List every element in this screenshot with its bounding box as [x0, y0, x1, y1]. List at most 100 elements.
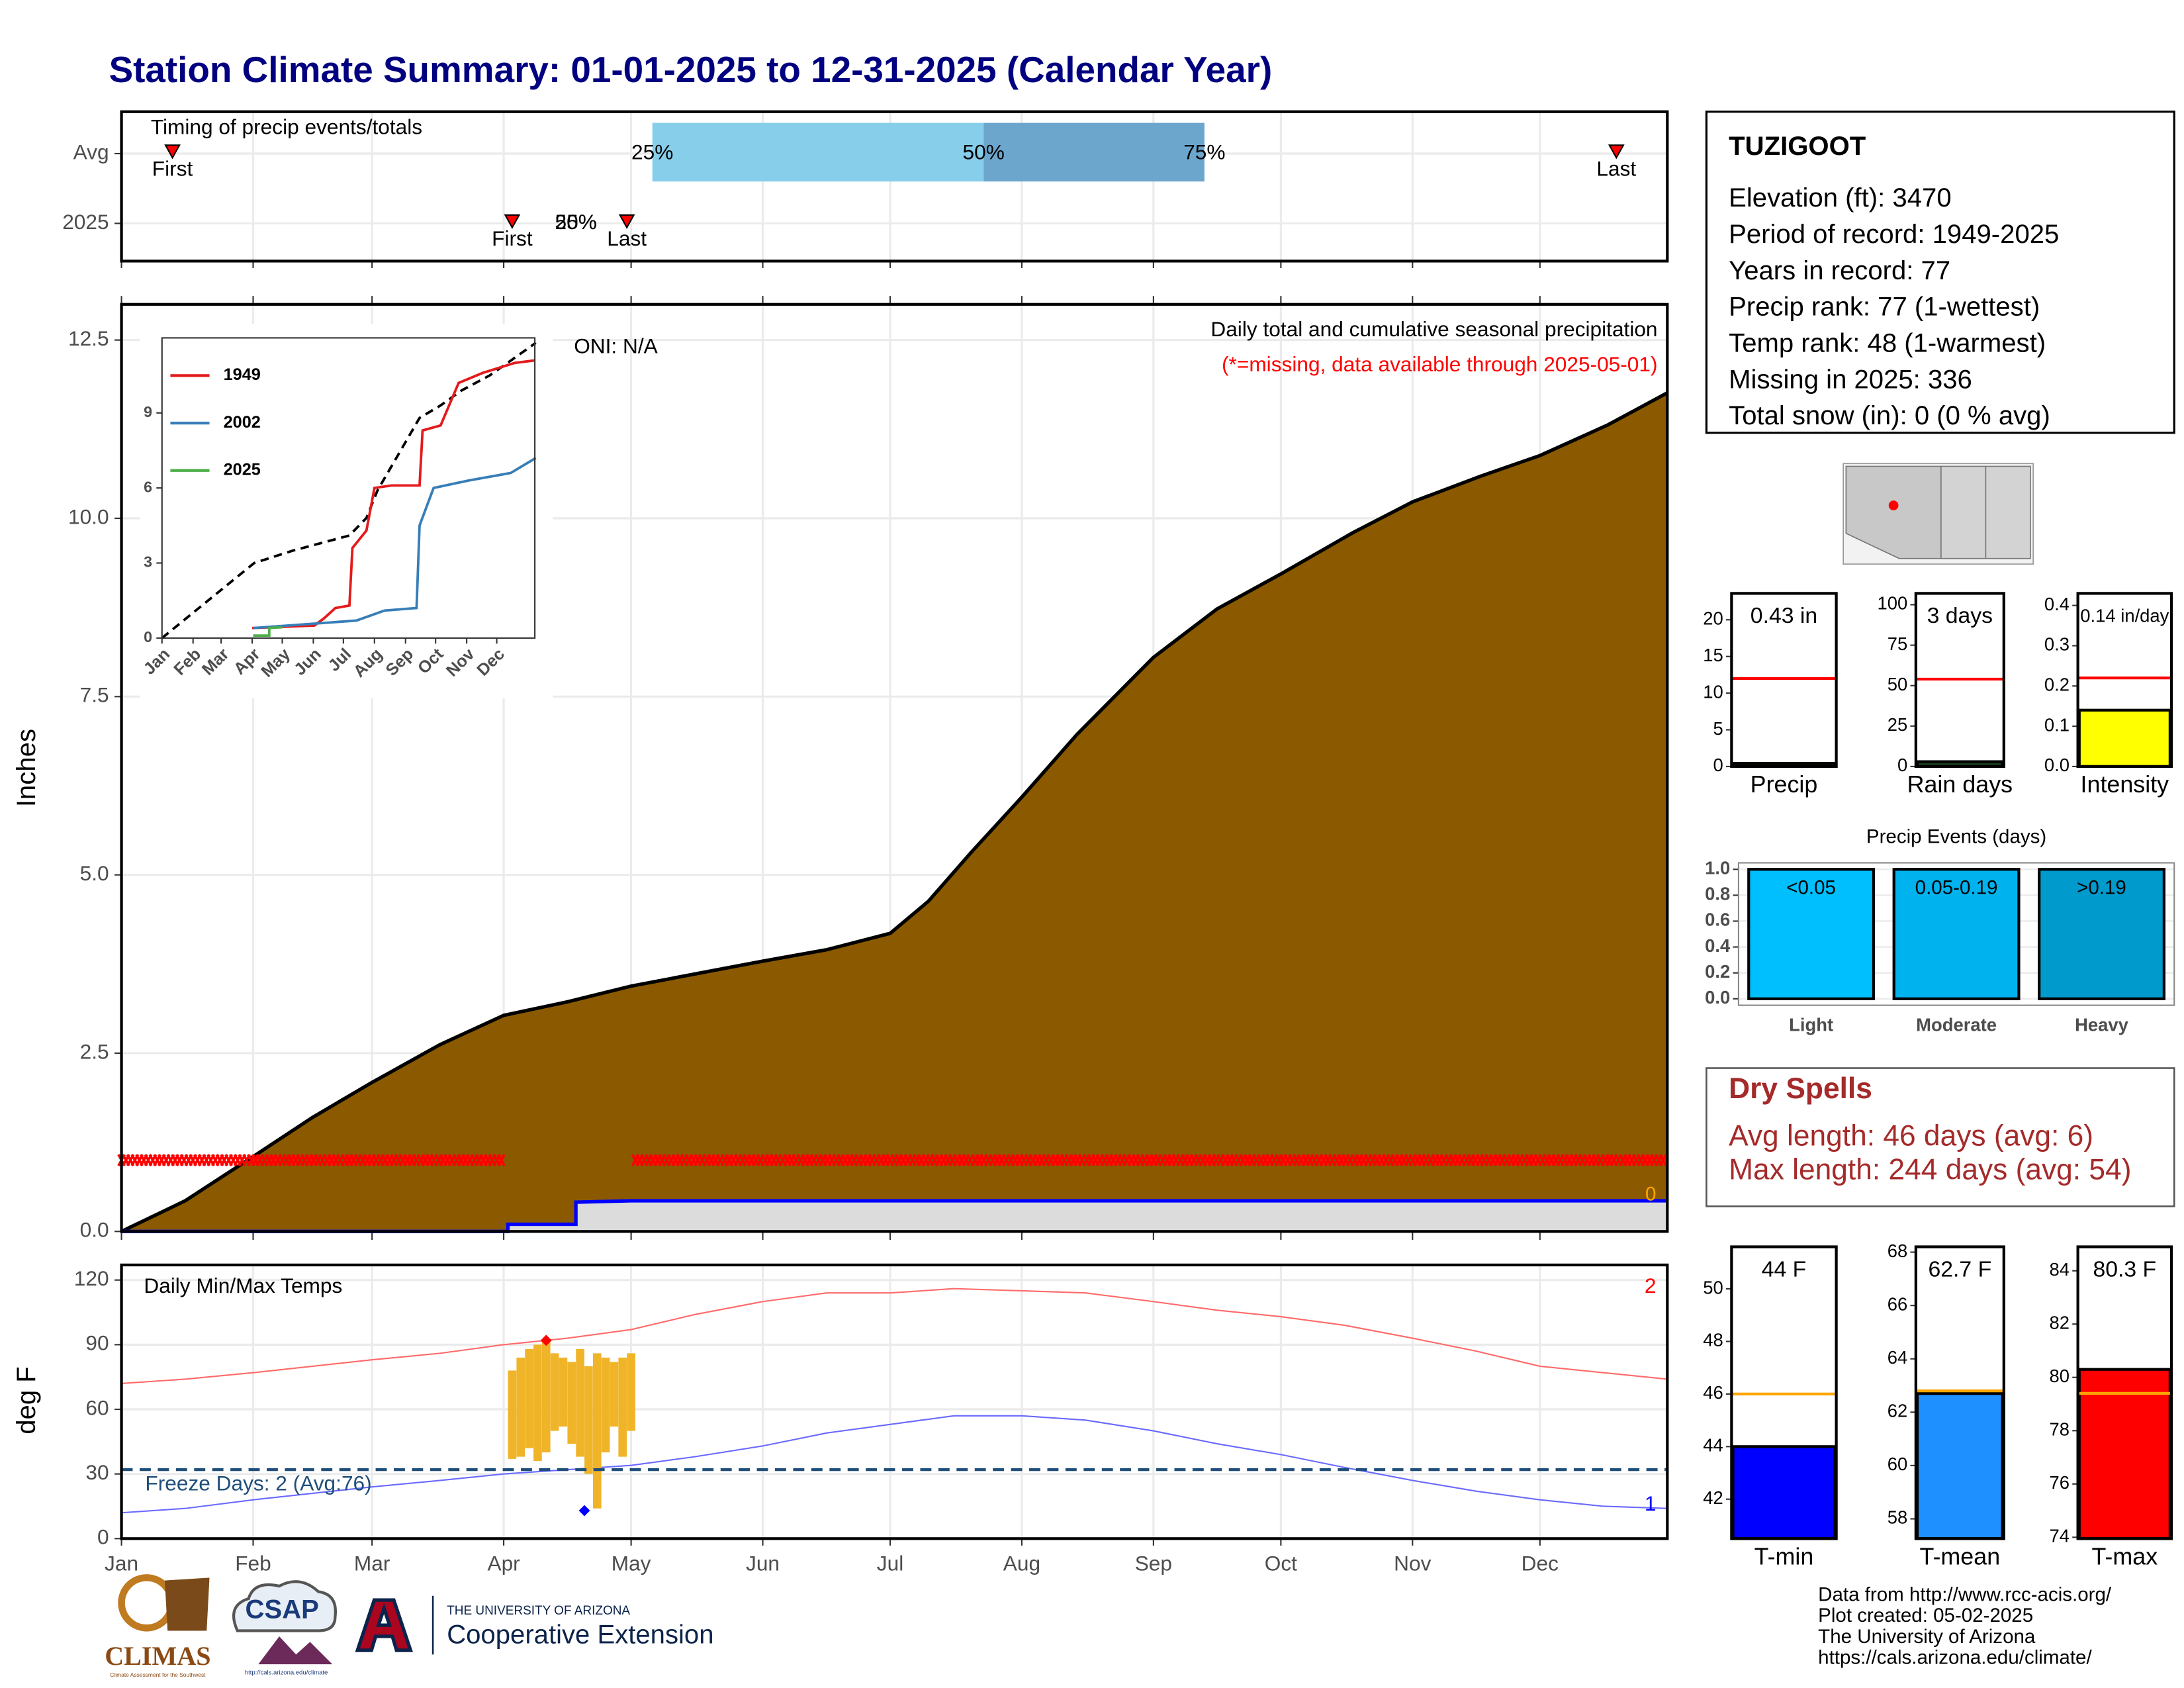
- logos: CLIMAS Climate Assessment for the Southw…: [105, 1574, 714, 1678]
- y-tick-label: 0: [1713, 755, 1723, 775]
- value-label: 3 days: [1927, 603, 1993, 628]
- value-label: 62.7 F: [1928, 1256, 1991, 1282]
- footer-line: The University of Arizona: [1818, 1626, 2036, 1648]
- footer-line: Plot created: 05-02-2025: [1818, 1605, 2033, 1626]
- value-label: 0.14 in/day: [2080, 606, 2169, 626]
- map-state: [1845, 465, 1942, 559]
- observed-bar: [559, 1357, 568, 1427]
- y-tick-label: 0.1: [2044, 714, 2070, 735]
- y-tick-label: 2.5: [80, 1039, 109, 1063]
- panel-title: Precip Events (days): [1866, 825, 2046, 847]
- y-axis-label: deg F: [12, 1366, 41, 1434]
- x-tick-label: Apr: [487, 1552, 520, 1575]
- y-tick-label: 84: [2049, 1259, 2069, 1280]
- bar: [2038, 868, 2165, 1000]
- legend-label: 1949: [224, 365, 261, 384]
- station-line: Precip rank: 77 (1-wettest): [1729, 293, 2040, 322]
- panel-title: Timing of precip events/totals: [151, 115, 422, 138]
- y-tick-label: 44: [1703, 1435, 1723, 1456]
- y-tick-label: 46: [1703, 1382, 1723, 1403]
- series-line: [121, 1288, 1668, 1384]
- y-tick-label: 0.8: [1705, 884, 1730, 904]
- record-marker: [540, 1335, 552, 1346]
- dry-spells-line: Avg length: 46 days (avg: 6): [1729, 1120, 2093, 1152]
- observed-bar: [567, 1362, 576, 1444]
- observed-bar: [601, 1357, 610, 1453]
- y-tick-label: 0.0: [1705, 987, 1730, 1008]
- y-tick-label: 62: [1888, 1401, 1907, 1421]
- observed-bar: [533, 1344, 542, 1462]
- category-label: T-mean: [1920, 1543, 2001, 1570]
- y-tick-label: 10: [1703, 681, 1723, 702]
- bar-label: <0.05: [1786, 877, 1836, 899]
- category-label: Intensity: [2081, 771, 2169, 798]
- series-end-label: 0: [1645, 1183, 1656, 1205]
- event-marker: [504, 214, 521, 229]
- category-label: Rain days: [1907, 771, 2013, 798]
- station-line: Years in record: 77: [1729, 256, 1950, 285]
- series-area: [121, 393, 1668, 1232]
- x-tick-label: Nov: [1394, 1552, 1431, 1575]
- observed-bar: [592, 1353, 602, 1509]
- observed-bar: [618, 1357, 627, 1457]
- y-axis-label: Inches: [12, 729, 41, 807]
- y-tick-label: 64: [1888, 1347, 1907, 1368]
- y-tick-label: 100: [1877, 593, 1907, 614]
- y-tick-label: 0.4: [2044, 594, 2070, 614]
- station-line: Missing in 2025: 336: [1729, 365, 1972, 394]
- y-tick-label: 80: [2049, 1366, 2069, 1386]
- climas-tagline: Climate Assessment for the Southwest: [110, 1671, 206, 1678]
- category-label: Light: [1789, 1015, 1833, 1035]
- x-tick-label: Jul: [877, 1552, 903, 1575]
- x-tick-label: Sep: [1135, 1552, 1172, 1575]
- observed-bar: [508, 1370, 517, 1459]
- bar-label: 0.05-0.19: [1915, 877, 1998, 899]
- observed-bar: [541, 1340, 551, 1453]
- x-tick-label: Aug: [1003, 1552, 1040, 1575]
- panel-frame: [120, 110, 1669, 263]
- climas-shape: [164, 1577, 210, 1631]
- dry-spells-title: Dry Spells: [1729, 1072, 1872, 1105]
- y-tick-label: 42: [1703, 1487, 1723, 1508]
- y-tick-label: 30: [85, 1460, 109, 1484]
- series-area: [121, 1200, 1668, 1232]
- bar: [2077, 1368, 2172, 1540]
- station-box: [1705, 111, 2175, 434]
- event-marker: [618, 214, 635, 229]
- annotation: ONI: N/A: [574, 334, 658, 358]
- chart-title: Station Climate Summary: 01-01-2025 to 1…: [109, 49, 1273, 90]
- y-tick-label: 68: [1888, 1241, 1907, 1261]
- station-line: Total snow (in): 0 (0 % avg): [1729, 401, 2050, 430]
- bar: [1892, 868, 2021, 1000]
- event-label: Last: [607, 226, 647, 250]
- csap-cloud: [232, 1580, 338, 1632]
- panel-frame: [1730, 592, 1838, 769]
- y-tick-label: 0.3: [2044, 634, 2070, 655]
- panel-frame: [2076, 1245, 2173, 1540]
- ua-name: THE UNIVERSITY OF ARIZONA: [447, 1604, 630, 1618]
- inset-background: [139, 324, 553, 698]
- average-line: [161, 342, 537, 639]
- x-tick-label: May: [612, 1552, 651, 1575]
- category-label: Precip: [1751, 771, 1818, 798]
- row-label: Avg: [73, 140, 109, 164]
- y-tick-label: 0.0: [2044, 755, 2070, 775]
- quantile-bar: [983, 122, 1205, 182]
- y-tick-label: 0.4: [1705, 935, 1731, 956]
- series-line: [253, 626, 283, 637]
- y-tick-label: 75: [1888, 633, 1907, 654]
- bar: [1915, 1392, 2004, 1540]
- station-line: Temp rank: 48 (1-warmest): [1729, 329, 2046, 358]
- footer-line: Data from http://www.rcc-acis.org/: [1818, 1584, 2112, 1606]
- y-tick-label: 0: [1897, 755, 1907, 775]
- y-tick-label: 10.0: [68, 504, 109, 528]
- station-line: Elevation (ft): 3470: [1729, 183, 1951, 212]
- observed-bar: [516, 1357, 525, 1457]
- y-tick-label: 9: [144, 403, 152, 420]
- y-tick-label: 76: [2049, 1472, 2069, 1493]
- x-tick-label: Mar: [354, 1552, 390, 1575]
- legend-label: 2002: [224, 413, 261, 432]
- panel-frame: [1914, 1245, 2005, 1540]
- event-label: First: [152, 157, 193, 181]
